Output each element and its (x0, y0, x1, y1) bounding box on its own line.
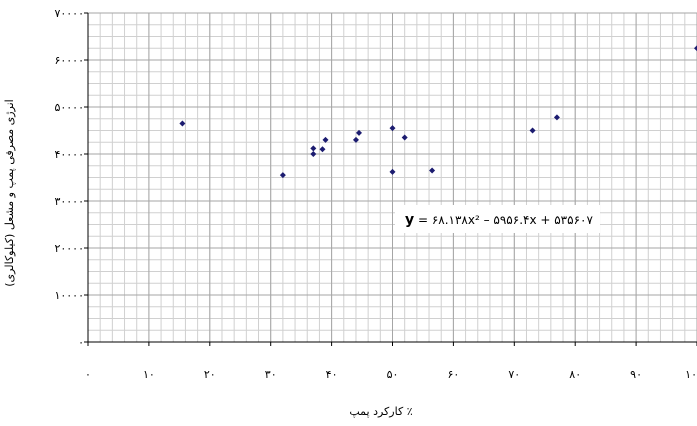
x-tick-label: ۹۰ (630, 368, 642, 381)
axes (84, 12, 697, 346)
data-points (179, 45, 697, 179)
data-point (319, 146, 326, 153)
y-tick-label: ۴۰۰۰۰ (54, 148, 84, 161)
y-tick-label: ۲۰۰۰۰ (54, 242, 84, 255)
equation-text: y = ۶۸.۱۳۸x² – ۵۹۵۶.۴x + ۵۳۵۶۰۷ (405, 212, 593, 228)
x-tick-label: ۰ (85, 368, 91, 381)
x-tick-label: ۴۰ (326, 368, 338, 381)
data-point (429, 167, 436, 174)
data-point (352, 136, 359, 143)
data-point (279, 172, 286, 179)
data-point (401, 134, 408, 141)
x-axis-title: کارکرد پمپ ٪ (349, 405, 412, 418)
x-tick-labels: ۰ ۱۰ ۲۰ ۳۰ ۴۰ ۵۰ ۶۰ ۷۰ ۸۰ ۹۰ ۱۰ (85, 368, 697, 381)
x-tick-label: ۱۰ (685, 368, 697, 381)
data-point (553, 114, 560, 121)
y-tick-labels: ۰ ۱۰۰۰۰ ۲۰۰۰۰ ۳۰۰۰۰ ۴۰۰۰۰ ۵۰۰۰۰ ۶۰۰۰۰ ۷۰۰۰۰ (54, 7, 84, 349)
data-point (356, 129, 363, 136)
x-tick-label: ۱۰ (143, 368, 155, 381)
data-point (179, 120, 186, 127)
x-tick-label: ۳۰ (265, 368, 277, 381)
y-tick-label: ۰ (78, 336, 84, 349)
y-tick-label: ۳۰۰۰۰ (54, 195, 84, 208)
y-axis-title: انرژی مصرفی پمپ و مشعل (کیلوکالری) (3, 99, 16, 286)
x-tick-label: ۸۰ (569, 368, 581, 381)
data-point (389, 125, 396, 132)
x-tick-label: ۵۰ (387, 368, 399, 381)
y-tick-label: ۷۰۰۰۰ (54, 7, 84, 20)
data-point (310, 151, 317, 157)
equation-box: y = ۶۸.۱۳۸x² – ۵۹۵۶.۴x + ۵۳۵۶۰۷ (395, 205, 600, 233)
x-tick-label: ۷۰ (508, 368, 520, 381)
data-point (694, 45, 697, 52)
y-tick-label: ۱۰۰۰۰ (54, 289, 84, 302)
y-tick-label: ۵۰۰۰۰ (54, 101, 84, 114)
data-point (389, 168, 396, 175)
data-point (529, 127, 536, 134)
data-point (322, 136, 329, 143)
equation-body: = ۶۸.۱۳۸x² – ۵۹۵۶.۴x + ۵۳۵۶۰۷ (414, 213, 593, 227)
x-tick-label: ۶۰ (447, 368, 459, 381)
y-tick-label: ۶۰۰۰۰ (54, 54, 84, 67)
equation-y: y (405, 212, 414, 228)
data-point (310, 145, 317, 152)
major-grid (87, 12, 697, 343)
x-tick-label: ۲۰ (204, 368, 216, 381)
